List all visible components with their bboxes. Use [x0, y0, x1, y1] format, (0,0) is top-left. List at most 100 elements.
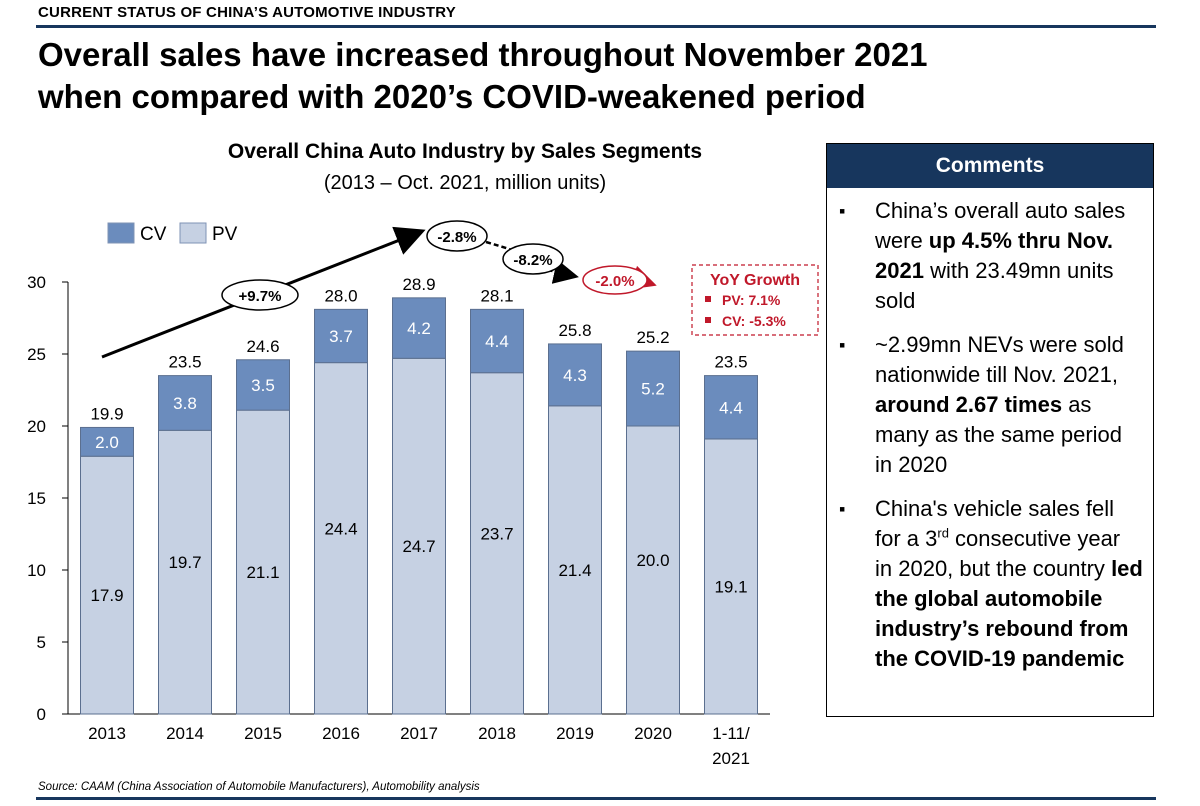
growth-label-4: -2.0% [595, 273, 634, 290]
x-tick-label: 2013 [88, 724, 126, 743]
yoy-growth-box [691, 264, 819, 336]
yoy-bullet-pv [705, 296, 711, 302]
bar-cv [548, 343, 602, 407]
growth-bubble-4 [582, 265, 648, 295]
pv-value-label: 21.4 [558, 561, 591, 580]
x-tick-label: 2016 [322, 724, 360, 743]
y-tick-label: 0 [37, 705, 46, 724]
headline: Overall sales have increased throughout … [38, 34, 1158, 118]
chart-legend: CV PV [107, 222, 238, 245]
bar-pv [80, 455, 134, 715]
comment-item-1: China’s overall auto sales were up 4.5% … [839, 196, 1143, 316]
chart-title: Overall China Auto Industry by Sales Seg… [227, 140, 703, 163]
comment-3-bold: led the global automobile industry’s reb… [875, 556, 1143, 671]
x-tick-label: 2018 [478, 724, 516, 743]
x-tick-label: 2019 [556, 724, 594, 743]
bar-pv [626, 425, 680, 715]
total-value-label: 25.8 [558, 321, 591, 340]
pv-value-label: 24.7 [402, 537, 435, 556]
top-rule [36, 25, 1156, 28]
cv-value-label: 4.3 [563, 366, 587, 385]
pv-value-label: 21.1 [246, 563, 279, 582]
total-value-label: 28.1 [480, 286, 513, 305]
yoy-growth-title: YoY Growth [710, 272, 800, 289]
total-value-label: 28.9 [402, 275, 435, 294]
x-tick-label: 1-11/ [712, 724, 750, 743]
comments-panel: Comments China’s overall auto sales were… [826, 143, 1154, 717]
cv-value-label: 5.2 [641, 380, 665, 399]
comment-2-text-b: as many as the same period in 2020 [875, 392, 1123, 477]
total-value-label: 28.0 [324, 286, 357, 305]
cv-value-label: 4.4 [485, 332, 509, 351]
y-tick-label: 30 [27, 273, 46, 292]
pv-value-label: 19.1 [714, 577, 747, 596]
cv-value-label: 3.8 [173, 394, 197, 413]
y-tick-label: 15 [27, 489, 46, 508]
y-tick-label: 20 [27, 417, 46, 436]
bar-cv [158, 375, 212, 431]
total-value-label: 23.5 [168, 353, 201, 372]
x-tick-label: 2015 [244, 724, 282, 743]
total-value-label: 23.5 [714, 353, 747, 372]
comment-1-bold: up 4.5% thru Nov. 2021 [875, 228, 1113, 283]
comment-item-2: ~2.99mn NEVs were sold nationwide till N… [839, 330, 1143, 480]
bar-cv [470, 308, 524, 374]
pv-value-label: 20.0 [636, 551, 669, 570]
bar-pv [548, 405, 602, 715]
bar-pv [704, 438, 758, 715]
growth-label-2: -2.8% [437, 229, 476, 246]
legend-swatch-cv [107, 222, 135, 244]
source-note: Source: CAAM (China Association of Autom… [38, 781, 480, 793]
bar-pv [236, 409, 290, 715]
yoy-growth-cv: CV: -5.3% [722, 313, 786, 329]
growth-bubble-2 [426, 220, 488, 252]
bar-cv [314, 308, 368, 364]
growth-bubble-1 [221, 279, 299, 311]
bar-cv [392, 297, 446, 359]
x-tick-label: 2017 [400, 724, 438, 743]
comments-list: China’s overall auto sales were up 4.5% … [827, 188, 1153, 674]
bar-cv [626, 350, 680, 427]
headline-line-2: when compared with 2020’s COVID-weakened… [38, 78, 866, 115]
pv-value-label: 24.4 [324, 519, 357, 538]
bar-pv [392, 357, 446, 715]
x-tick-label: 2014 [166, 724, 204, 743]
comment-2-text-a: ~2.99mn NEVs were sold nationwide till N… [875, 332, 1124, 387]
legend-swatch-pv [179, 222, 207, 244]
yoy-growth-pv: PV: 7.1% [722, 292, 781, 308]
growth-label-1: +9.7% [239, 288, 282, 305]
comment-3-superscript: rd [937, 525, 949, 541]
comment-3-text-b: consecutive year in 2020, but the countr… [875, 526, 1121, 581]
chart-subtitle: (2013 – Oct. 2021, million units) [323, 172, 607, 194]
bar-pv [314, 362, 368, 715]
bar-pv [158, 429, 212, 715]
legend-label-pv: PV [212, 224, 238, 245]
cv-value-label: 2.0 [95, 433, 119, 452]
comments-title: Comments [827, 144, 1153, 188]
bar-cv [236, 359, 290, 411]
stacked-bar-chart: CV PV 0 5 10 15 20 25 30 17.9 2.0 19.9 2013 19.7 3.… [27, 220, 819, 768]
cv-value-label: 4.4 [719, 398, 743, 417]
total-value-label: 19.9 [90, 404, 123, 423]
total-value-label: 24.6 [246, 337, 279, 356]
yoy-bullet-cv [705, 317, 711, 323]
comment-2-bold: around 2.67 times [875, 392, 1063, 417]
cv-value-label: 4.2 [407, 319, 431, 338]
cv-value-label: 3.7 [329, 327, 353, 346]
total-value-label: 25.2 [636, 328, 669, 347]
x-tick-label: 2020 [634, 724, 672, 743]
comment-3-text-a: China's vehicle sales fell for a 3 [875, 496, 1114, 551]
growth-bubble-3 [502, 243, 564, 275]
bottom-rule [36, 797, 1156, 800]
comment-item-3: China's vehicle sales fell for a 3rd con… [839, 494, 1143, 674]
comment-1-text-b: with 23.49mn units sold [875, 258, 1114, 313]
trend-arrow-down [485, 240, 513, 252]
y-tick-label: 25 [27, 345, 46, 364]
cv-value-label: 3.5 [251, 376, 275, 395]
y-tick-label: 10 [27, 561, 46, 580]
bar-pv [470, 372, 524, 715]
legend-label-cv: CV [140, 224, 167, 245]
headline-line-1: Overall sales have increased throughout … [38, 36, 928, 73]
y-tick-label: 5 [37, 633, 46, 652]
x-tick-label: 2021 [712, 749, 750, 768]
